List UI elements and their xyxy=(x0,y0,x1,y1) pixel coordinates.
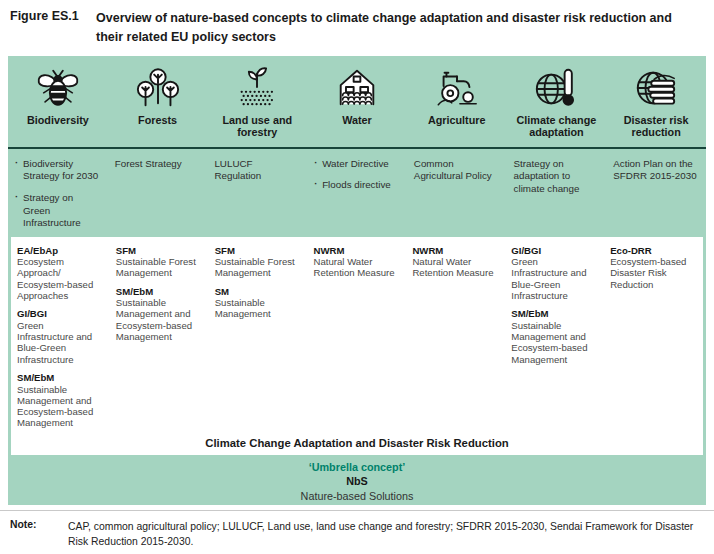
policy-cell-land-use: LULUCF Regulation xyxy=(207,158,307,240)
concept-cell-forests: SFM Sustainable Forest Management SM/EbM… xyxy=(110,245,209,436)
concepts-block: EA/EbAp Ecosystem Approach/ Ecosystem-ba… xyxy=(8,237,706,455)
policy-item: LULUCF Regulation xyxy=(214,158,298,183)
concept-abbr: SM/EbM xyxy=(511,308,596,320)
policy-item: Biodiversity Strategy for 2030 xyxy=(15,158,99,183)
note-area: Note: CAP, common agricultural policy; L… xyxy=(0,510,714,554)
umbrella-concept-label: ‘Umbrella concept’ xyxy=(8,460,706,475)
sector-column-biodiversity: Biodiversity xyxy=(8,65,108,147)
policy-cell-water: Water Directive Floods directive xyxy=(307,158,407,240)
sector-column-water: Water xyxy=(307,65,407,147)
concept-cell-biodiversity: EA/EbAp Ecosystem Approach/ Ecosystem-ba… xyxy=(11,245,110,436)
sector-label: Biodiversity xyxy=(25,114,91,127)
policy-item: Floods directive xyxy=(314,179,398,192)
sector-label: Disaster risk reduction xyxy=(606,114,706,139)
note-text: CAP, common agricultural policy; LULUCF,… xyxy=(68,519,704,549)
nbs-abbr: NbS xyxy=(8,474,706,489)
concept-abbr: NWRM xyxy=(412,245,497,257)
concept-abbr: SFM xyxy=(116,245,201,257)
concept-cell-agriculture: NWRM Natural Water Retention Measure xyxy=(406,245,505,436)
globe-hand-icon xyxy=(633,65,679,111)
concept-item: GI/BGI Green Infrastructure and Blue-Gre… xyxy=(511,245,596,302)
policy-item: Strategy on Green Infrastructure xyxy=(15,192,99,230)
policy-item: Common Agricultural Policy xyxy=(414,158,498,183)
concept-abbr: SFM xyxy=(215,245,300,257)
policy-cell-climate-adaptation: Strategy on adaptation to climate change xyxy=(507,158,607,240)
sector-column-land-use: Land use and forestry xyxy=(207,65,307,147)
seedling-soil-icon xyxy=(234,65,280,111)
sector-header-row: Biodiversity Forests xyxy=(8,56,706,147)
concept-name: Green Infrastructure and Blue-Green Infr… xyxy=(17,320,102,365)
concept-item: Eco-DRR Ecosystem-based Disaster Risk Re… xyxy=(610,245,695,290)
concept-abbr: Eco-DRR xyxy=(610,245,695,257)
concept-name: Sustainable Management and Ecosystem-bas… xyxy=(511,320,596,365)
concept-abbr: SM/EbM xyxy=(116,286,201,298)
sector-label: Climate change adaptation xyxy=(507,114,607,139)
concept-name: Sustainable Forest Management xyxy=(116,256,201,279)
note-label: Note: xyxy=(10,519,68,549)
note-row: Note: CAP, common agricultural policy; L… xyxy=(10,519,704,549)
concept-name: Ecosystem Approach/ Ecosystem-based Appr… xyxy=(17,256,102,301)
concept-abbr: SM/EbM xyxy=(17,372,102,384)
globe-thermometer-icon xyxy=(533,65,579,111)
diagram: Biodiversity Forests xyxy=(8,56,706,505)
concept-item: SM/EbM Sustainable Management and Ecosys… xyxy=(116,286,201,343)
figure-title: Overview of nature-based concepts to cli… xyxy=(96,9,696,47)
concepts-row: EA/EbAp Ecosystem Approach/ Ecosystem-ba… xyxy=(11,237,703,436)
concept-abbr: GI/BGI xyxy=(511,245,596,257)
concept-cell-disaster-risk: Eco-DRR Ecosystem-based Disaster Risk Re… xyxy=(604,245,703,436)
concept-name: Sustainable Management and Ecosystem-bas… xyxy=(17,384,102,429)
concept-cell-climate-adaptation: GI/BGI Green Infrastructure and Blue-Gre… xyxy=(505,245,604,436)
house-water-icon xyxy=(334,65,380,111)
concept-item: GI/BGI Green Infrastructure and Blue-Gre… xyxy=(17,308,102,365)
policy-cell-forests: Forest Strategy xyxy=(108,158,208,240)
policy-item: Forest Strategy xyxy=(115,158,199,171)
concept-abbr: EA/EbAp xyxy=(17,245,102,257)
concept-item: NWRM Natural Water Retention Measure xyxy=(412,245,497,279)
sector-column-agriculture: Agriculture xyxy=(407,65,507,147)
concept-abbr: NWRM xyxy=(314,245,399,257)
concept-name: Ecosystem-based Disaster Risk Reduction xyxy=(610,256,695,290)
concept-item: SM Sustainable Management xyxy=(215,286,300,320)
concept-name: Natural Water Retention Measure xyxy=(412,256,497,279)
figure-header: Figure ES.1 Overview of nature-based con… xyxy=(0,0,714,47)
concept-item: EA/EbAp Ecosystem Approach/ Ecosystem-ba… xyxy=(17,245,102,302)
concept-name: Sustainable Management and Ecosystem-bas… xyxy=(116,297,201,342)
concept-item: SM/EbM Sustainable Management and Ecosys… xyxy=(17,372,102,429)
concept-item: NWRM Natural Water Retention Measure xyxy=(314,245,399,279)
policy-cell-biodiversity: Biodiversity Strategy for 2030 Strategy … xyxy=(8,158,108,240)
tractor-icon xyxy=(434,65,480,111)
concept-item: SM/EbM Sustainable Management and Ecosys… xyxy=(511,308,596,365)
sector-column-climate-adaptation: Climate change adaptation xyxy=(507,65,607,147)
sector-column-disaster-risk: Disaster risk reduction xyxy=(606,65,706,147)
policy-row: Biodiversity Strategy for 2030 Strategy … xyxy=(8,149,706,237)
sector-label: Forests xyxy=(136,114,179,127)
figure-label: Figure ES.1 xyxy=(10,9,96,47)
concept-abbr: SM xyxy=(215,286,300,298)
concept-item: SFM Sustainable Forest Management xyxy=(116,245,201,279)
concept-cell-water: NWRM Natural Water Retention Measure xyxy=(308,245,407,436)
policy-cell-disaster-risk: Action Plan on the SFDRR 2015-2030 xyxy=(606,158,706,240)
sector-label: Agriculture xyxy=(426,114,488,127)
concept-item: SFM Sustainable Forest Management xyxy=(215,245,300,279)
concept-name: Sustainable Forest Management xyxy=(215,256,300,279)
sector-label: Water xyxy=(340,114,374,127)
concept-abbr: GI/BGI xyxy=(17,308,102,320)
sector-label: Land use and forestry xyxy=(207,114,307,139)
policy-item: Strategy on adaptation to climate change xyxy=(514,158,598,196)
bee-icon xyxy=(35,65,81,111)
ccadrr-label: Climate Change Adaptation and Disaster R… xyxy=(11,436,703,455)
sector-column-forests: Forests xyxy=(108,65,208,147)
nbs-band: ‘Umbrella concept’ NbS Nature-based Solu… xyxy=(8,455,706,505)
concept-cell-land-use: SFM Sustainable Forest Management SM Sus… xyxy=(209,245,308,436)
policy-item: Action Plan on the SFDRR 2015-2030 xyxy=(613,158,697,183)
policy-item: Water Directive xyxy=(314,158,398,171)
nbs-full-name: Nature-based Solutions xyxy=(8,489,706,504)
trees-icon xyxy=(135,65,181,111)
concept-name: Green Infrastructure and Blue-Green Infr… xyxy=(511,256,596,301)
policy-cell-agriculture: Common Agricultural Policy xyxy=(407,158,507,240)
concept-name: Sustainable Management xyxy=(215,297,300,320)
concept-name: Natural Water Retention Measure xyxy=(314,256,399,279)
